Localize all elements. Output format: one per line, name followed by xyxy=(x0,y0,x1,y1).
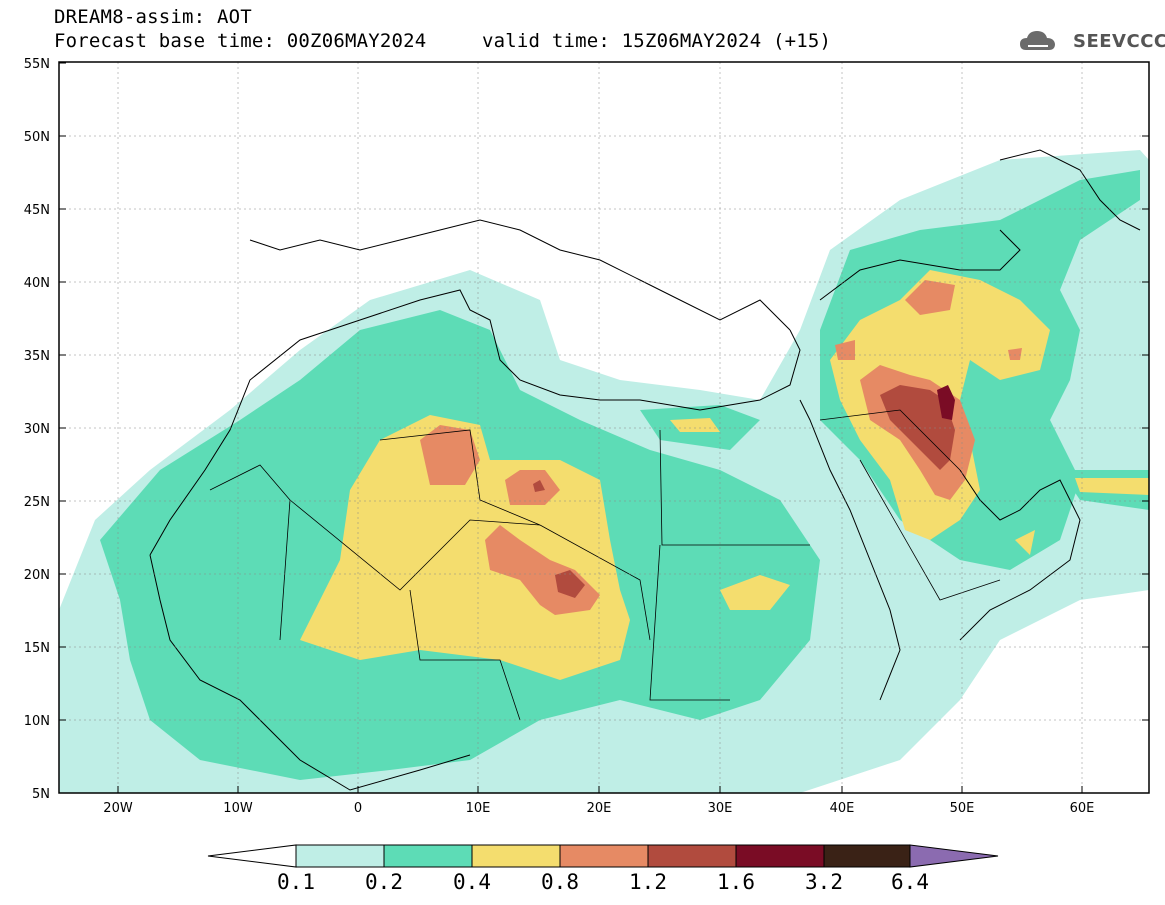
tick-marks xyxy=(59,62,1149,793)
lon-label: 30E xyxy=(708,801,733,816)
colorbar-label: 0.2 xyxy=(365,870,403,894)
colorbar-swatch xyxy=(295,844,385,868)
lat-label: 45N xyxy=(24,203,50,218)
gridlines xyxy=(59,62,1149,793)
colorbar xyxy=(207,844,999,868)
colorbar-label: 0.1 xyxy=(277,870,315,894)
coastlines xyxy=(149,149,1141,791)
colorbar-label: 0.8 xyxy=(541,870,579,894)
colorbar-label: 3.2 xyxy=(805,870,843,894)
lon-label: 60E xyxy=(1070,801,1095,816)
colorbar-high-arrow xyxy=(909,844,999,868)
logo-text: SEEVCCC xyxy=(1073,31,1165,52)
lat-label: 50N xyxy=(24,130,50,145)
colorbar-low-arrow xyxy=(207,844,297,868)
colorbar-swatch xyxy=(823,844,911,868)
lat-label: 20N xyxy=(24,568,50,583)
lat-label: 10N xyxy=(24,714,50,729)
aot-level-1-6 xyxy=(937,385,955,420)
colorbar-swatch xyxy=(559,844,649,868)
colorbar-swatch xyxy=(647,844,737,868)
lat-label: 30N xyxy=(24,422,50,437)
lat-label: 35N xyxy=(24,349,50,364)
lon-label: 40E xyxy=(830,801,855,816)
lon-label: 0 xyxy=(354,801,362,816)
lat-label: 40N xyxy=(24,276,50,291)
country-borders xyxy=(209,409,1001,721)
lat-label: 15N xyxy=(24,641,50,656)
lat-label: 5N xyxy=(32,787,50,802)
lon-label: 50E xyxy=(950,801,975,816)
valid-time: valid time: 15Z06MAY2024 (+15) xyxy=(482,30,832,52)
colorbar-label: 0.4 xyxy=(453,870,491,894)
lat-label: 55N xyxy=(24,57,50,72)
colorbar-label: 1.2 xyxy=(629,870,667,894)
cloud-logo-icon xyxy=(1020,31,1055,50)
colorbar-swatch xyxy=(383,844,473,868)
colorbar-label: 6.4 xyxy=(891,870,929,894)
map-title: DREAM8-assim: AOT xyxy=(54,6,252,28)
lon-label: 10E xyxy=(466,801,491,816)
colorbar-swatch xyxy=(735,844,825,868)
lon-label: 20E xyxy=(587,801,612,816)
lat-label: 25N xyxy=(24,495,50,510)
colorbar-swatch xyxy=(471,844,561,868)
colorbar-label: 1.6 xyxy=(717,870,755,894)
lon-label: 10W xyxy=(223,801,253,816)
lon-label: 20W xyxy=(103,801,133,816)
forecast-base-time: Forecast base time: 00Z06MAY2024 xyxy=(54,30,427,52)
